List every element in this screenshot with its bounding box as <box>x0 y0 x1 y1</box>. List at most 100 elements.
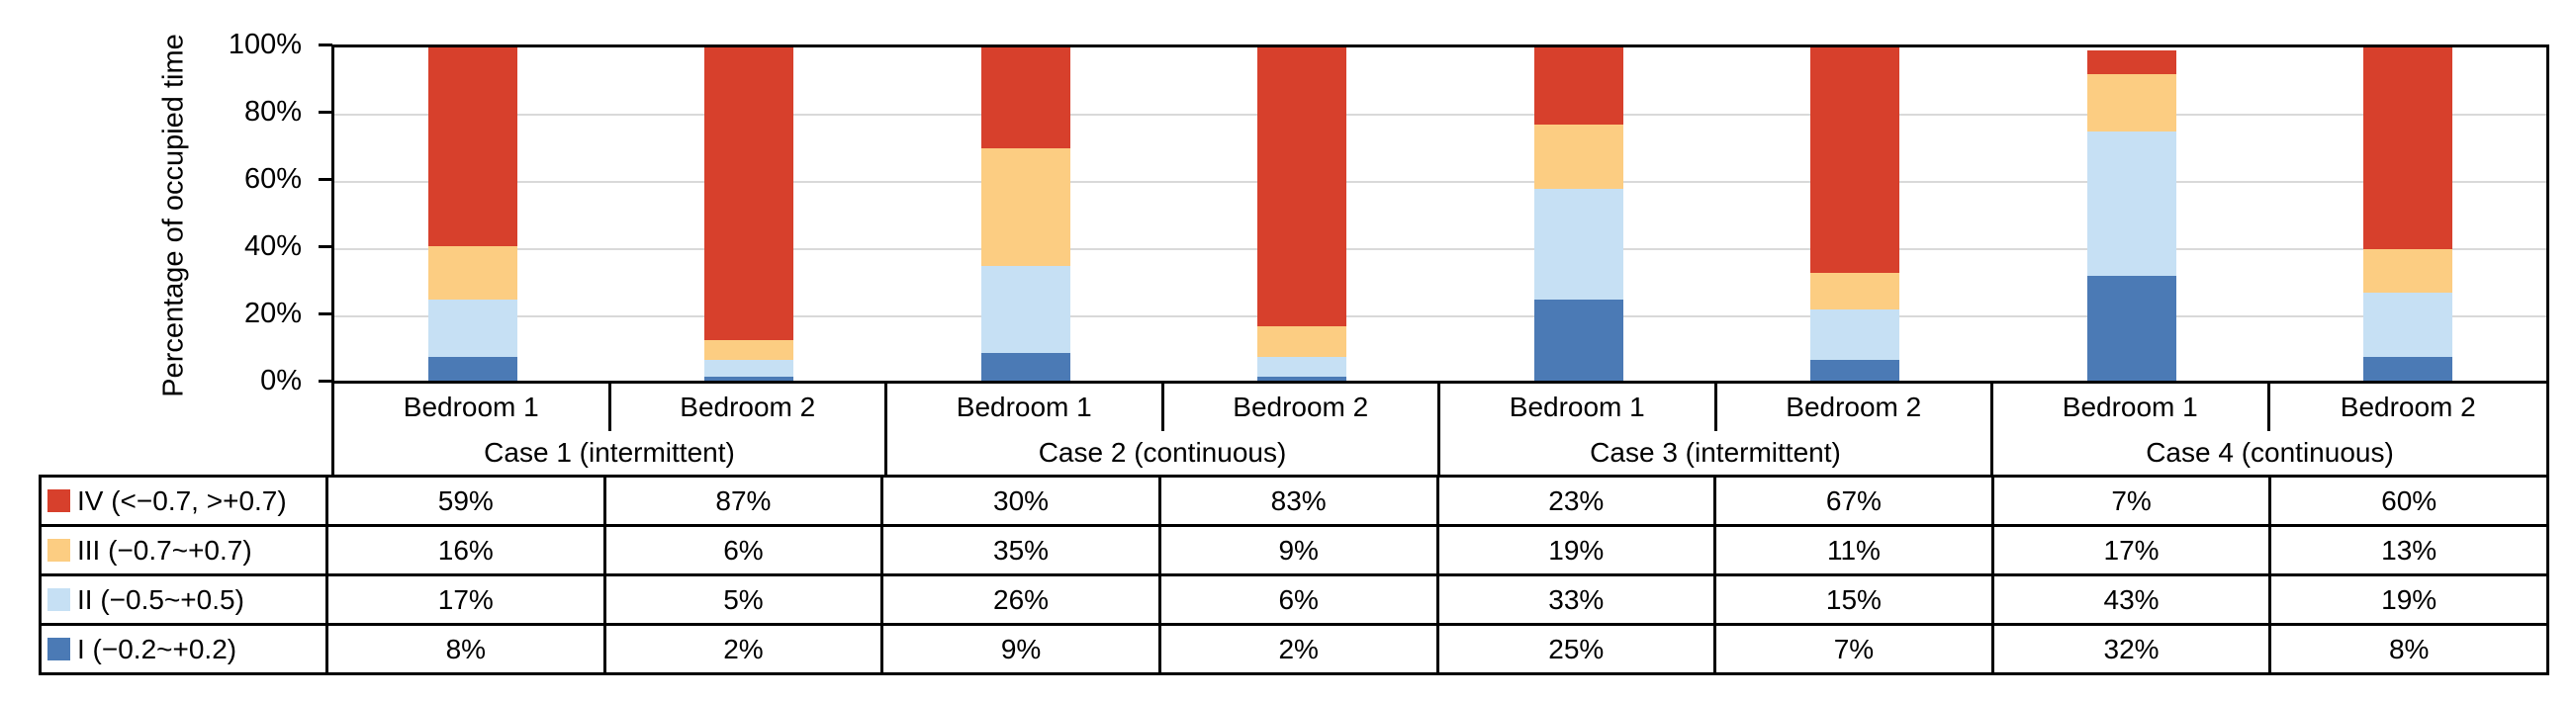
bar-segment-I <box>2086 276 2176 384</box>
value-cell: 6% <box>1160 576 1436 623</box>
bar-case-6-bedroom-2 <box>1810 47 1900 384</box>
bar-slot <box>1993 47 2270 384</box>
value-cell: 19% <box>1438 527 1714 573</box>
bar-segment-I <box>427 356 517 384</box>
bar-segment-IV <box>2086 50 2176 75</box>
bar-segment-III <box>1810 272 1900 310</box>
bar-segment-III <box>1257 326 1347 357</box>
bar-segment-I <box>704 377 794 384</box>
bar-segment-IV <box>1533 47 1623 126</box>
bar-segment-II <box>2086 131 2176 277</box>
bar-segment-II <box>2363 293 2453 357</box>
legend-cell: IV (<−0.7, >+0.7) <box>42 478 325 524</box>
value-cell: 67% <box>1716 478 1991 524</box>
bar-segment-I <box>1257 377 1347 384</box>
gridline <box>334 114 2546 116</box>
bar-case-1-bedroom-1 <box>427 47 517 384</box>
bar-slot <box>1717 47 1994 384</box>
bar-segment-II <box>427 300 517 357</box>
y-tick-label: 40% <box>243 230 302 262</box>
bar-case-7-bedroom-1 <box>2086 47 2176 384</box>
legend-cell: II (−0.5~+0.5) <box>42 576 325 623</box>
value-cell: 25% <box>1438 626 1714 672</box>
value-cell: 7% <box>1716 626 1991 672</box>
bedroom-label-cell: Bedroom 1 <box>1993 384 2270 431</box>
value-cell: 2% <box>605 626 881 672</box>
bar-segment-IV <box>980 47 1070 149</box>
bedroom-label-row: Bedroom 1 Bedroom 2 Bedroom 1 Bedroom 2 Bedr… <box>334 384 2546 431</box>
bar-slot <box>2270 47 2547 384</box>
bar-segment-IV <box>1810 47 1900 273</box>
value-cell: 26% <box>883 576 1158 623</box>
bar-segment-I <box>1810 360 1900 384</box>
value-cell: 15% <box>1716 576 1991 623</box>
legend-swatch-icon <box>47 638 70 660</box>
bar-case-3-bedroom-1 <box>980 47 1070 384</box>
case-label-row: Case 1 (intermittent) Case 2 (continuous)… <box>334 431 2546 475</box>
case-label-cell: Case 3 (intermittent) <box>1440 431 1993 475</box>
value-cell: 9% <box>1160 527 1436 573</box>
y-tick-mark <box>319 311 332 315</box>
value-cell: 8% <box>2271 626 2546 672</box>
bedroom-label-cell: Bedroom 1 <box>1440 384 1717 431</box>
bedroom-label-cell: Bedroom 1 <box>887 384 1164 431</box>
value-cell: 6% <box>605 527 881 573</box>
y-tick-label: 80% <box>243 96 302 128</box>
bar-slot <box>1164 47 1441 384</box>
case-label-cell: Case 4 (continuous) <box>2146 437 2394 468</box>
value-cell: 5% <box>605 576 881 623</box>
bedroom-label-cell: Bedroom 2 <box>2340 392 2476 422</box>
value-cell: 87% <box>605 478 881 524</box>
y-tick-label: 0% <box>260 365 302 396</box>
legend-cell: I (−0.2~+0.2) <box>42 626 325 672</box>
y-tick-label: 20% <box>243 298 302 329</box>
y-axis-title: Percentage of occupied time <box>157 34 190 397</box>
case-label-cell: Case 1 (intermittent) <box>334 431 887 475</box>
legend-swatch-icon <box>47 489 70 512</box>
y-tick-label: 60% <box>243 163 302 195</box>
bar-segment-II <box>980 266 1070 354</box>
value-cell: 35% <box>883 527 1158 573</box>
bar-case-8-bedroom-2 <box>2363 47 2453 384</box>
bar-segment-III <box>427 245 517 301</box>
bar-segment-III <box>2363 249 2453 294</box>
value-cell: 33% <box>1438 576 1714 623</box>
legend-label: I (−0.2~+0.2) <box>77 633 237 664</box>
bar-segment-IV <box>427 47 517 246</box>
legend-cell: III (−0.7~+0.7) <box>42 527 325 573</box>
bedroom-label-cell: Bedroom 2 <box>1164 384 1440 431</box>
bar-case-5-bedroom-1 <box>1533 47 1623 384</box>
case-label-cell: Case 2 (continuous) <box>887 431 1440 475</box>
legend-label: III (−0.7~+0.7) <box>77 534 252 566</box>
value-cell: 16% <box>328 527 603 573</box>
bar-segment-IV <box>1257 47 1347 327</box>
y-tick-mark <box>319 379 332 383</box>
gridline <box>334 248 2546 250</box>
value-cell: 11% <box>1716 527 1991 573</box>
bedroom-label-cell: Bedroom 2 <box>1717 384 1993 431</box>
bar-case-2-bedroom-2 <box>704 47 794 384</box>
gridline <box>334 181 2546 183</box>
bedroom-label-cell: Bedroom 2 <box>611 384 887 431</box>
legend-label: II (−0.5~+0.5) <box>77 583 244 615</box>
value-cell: 30% <box>883 478 1158 524</box>
bar-segment-II <box>1257 356 1347 378</box>
bar-segment-II <box>1810 309 1900 361</box>
value-cell: 83% <box>1160 478 1436 524</box>
bar-segment-I <box>1533 300 1623 384</box>
value-cell: 7% <box>1993 478 2269 524</box>
bar-segment-III <box>2086 74 2176 132</box>
legend-label: IV (<−0.7, >+0.7) <box>77 484 287 516</box>
y-tick-mark <box>319 110 332 114</box>
category-axis: Bedroom 1 Bedroom 2 Bedroom 1 Bedroom 2 Bedr… <box>331 381 2549 475</box>
bar-slot <box>1440 47 1717 384</box>
value-cell: 8% <box>328 626 603 672</box>
value-cell: 2% <box>1160 626 1436 672</box>
bar-segment-I <box>980 353 1070 384</box>
value-cell: 43% <box>1993 576 2269 623</box>
value-cell: 17% <box>328 576 603 623</box>
bar-segment-III <box>1533 125 1623 189</box>
bar-segment-II <box>1533 188 1623 300</box>
plot-area <box>331 44 2549 384</box>
